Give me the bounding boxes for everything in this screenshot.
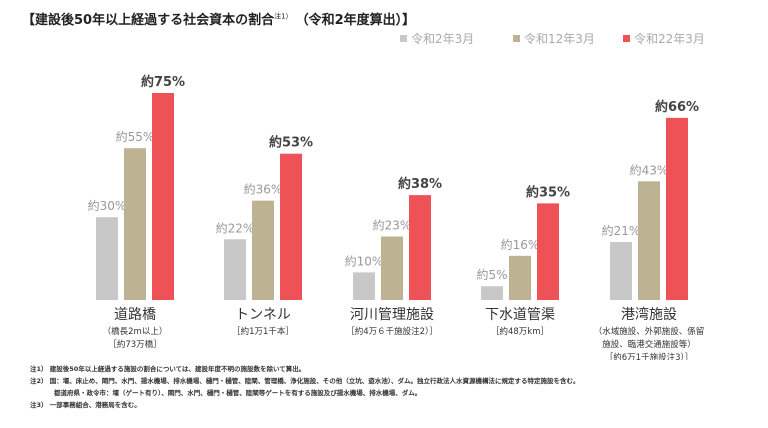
title-text: 【建設後50年以上経過する社会資本の割合 <box>22 13 275 28</box>
category-sublabel: ［約48万km］ <box>491 326 549 337</box>
data-label: 約55% <box>116 129 155 144</box>
category-sublabel: 施設、臨港交通施設等） <box>602 339 696 350</box>
data-label: 約30% <box>88 198 127 213</box>
bar <box>124 148 146 300</box>
category-sublabel: （橋長2m以上） <box>103 326 168 337</box>
legend-swatch <box>623 35 630 42</box>
footnote-3: 注3） 一部事務組合、港務局を含む。 <box>30 401 141 409</box>
data-label: 約21% <box>602 223 641 238</box>
footnote-2-cont: 都道府県・政令市：堰（ゲート有り）、閘門、水門、樋門・樋管、陸閘等ゲートを有する… <box>54 389 422 397</box>
category-label: 下水道管渠 <box>485 307 555 323</box>
bar <box>252 200 274 300</box>
category-sublabel: ［約73万橋］ <box>108 339 161 350</box>
data-label: 約10% <box>345 253 384 268</box>
legend-swatch <box>400 35 407 42</box>
bar <box>481 286 503 300</box>
bar <box>353 272 375 300</box>
bar <box>638 181 660 300</box>
data-label: 約22% <box>216 220 255 235</box>
bar <box>537 203 559 300</box>
category-label: 港湾施設 <box>621 306 677 323</box>
data-label: 約53% <box>269 135 313 151</box>
category-sublabel: ［約6万1千施設注3）］ <box>605 352 693 360</box>
title-suffix: （令和2年度算出）】 <box>302 13 416 28</box>
data-label: 約5% <box>476 267 507 282</box>
footnote-2: 注2） 国：堰、床止め、閘門、水門、揚水機場、排水機場、樋門・樋管、陸閘、管理橋… <box>30 377 580 385</box>
bar <box>224 239 246 300</box>
category-sublabel: ［約4万６千施設注2）］ <box>346 326 438 337</box>
bar <box>509 255 531 300</box>
chart-title: 【建設後50年以上経過する社会資本の割合注1） （令和2年度算出）】 <box>22 9 415 28</box>
category-label: トンネル <box>235 307 291 323</box>
bar <box>280 153 302 300</box>
bar <box>666 117 688 300</box>
category-sublabel: （水域施設、外郭施設、係留 <box>594 326 705 337</box>
category-label: 道路橋 <box>114 307 156 323</box>
data-label: 約75% <box>141 74 185 90</box>
data-label: 約16% <box>501 237 540 252</box>
data-label: 約43% <box>630 162 669 177</box>
legend-label: 令和2年3月 <box>411 31 474 46</box>
data-label: 約38% <box>398 176 442 192</box>
legend-label: 令和12年3月 <box>524 31 595 46</box>
legend-swatch <box>513 35 520 42</box>
category-label: 河川管理施設 <box>350 307 434 323</box>
data-label: 約66% <box>655 99 699 115</box>
data-label: 約36% <box>244 182 283 197</box>
bar <box>152 93 174 300</box>
bar <box>96 217 118 300</box>
title-note: 注1） <box>274 12 290 21</box>
legend-label: 令和22年3月 <box>634 31 705 46</box>
bar <box>381 236 403 300</box>
footnotes: 注1） 建設後50年以上経過する施設の割合については、建設年度不明の施設数を除い… <box>30 363 580 411</box>
category-sublabel: ［約1万1千本］ <box>232 326 294 337</box>
bar <box>409 195 431 300</box>
bar <box>610 242 632 300</box>
footnote-1: 注1） 建設後50年以上経過する施設の割合については、建設年度不明の施設数を除い… <box>30 365 306 373</box>
data-label: 約23% <box>373 218 412 233</box>
data-label: 約35% <box>526 184 570 200</box>
